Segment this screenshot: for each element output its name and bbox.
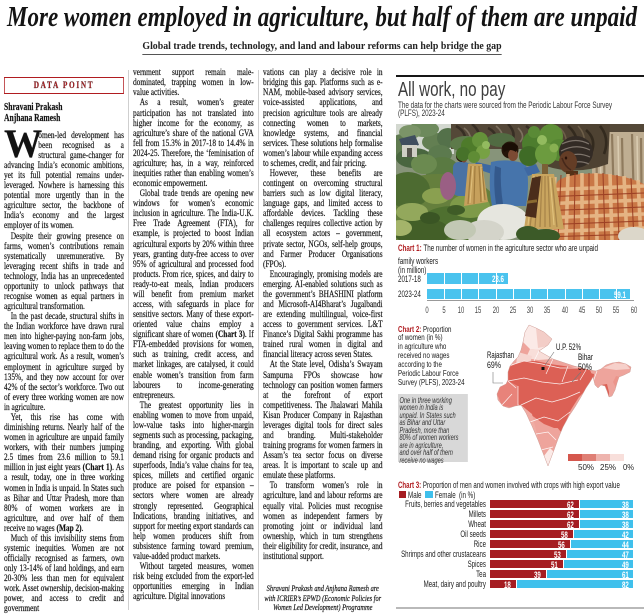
svg-text:69%: 69%: [487, 360, 501, 370]
svg-text:25%: 25%: [600, 462, 616, 472]
svg-text:Rajasthan: Rajasthan: [487, 350, 514, 360]
svg-text:50%: 50%: [578, 462, 594, 472]
svg-text:Bihar: Bihar: [578, 352, 593, 362]
svg-text:U.P. 52%: U.P. 52%: [556, 342, 581, 352]
svg-text:50%: 50%: [578, 362, 592, 372]
svg-text:0%: 0%: [623, 462, 634, 472]
